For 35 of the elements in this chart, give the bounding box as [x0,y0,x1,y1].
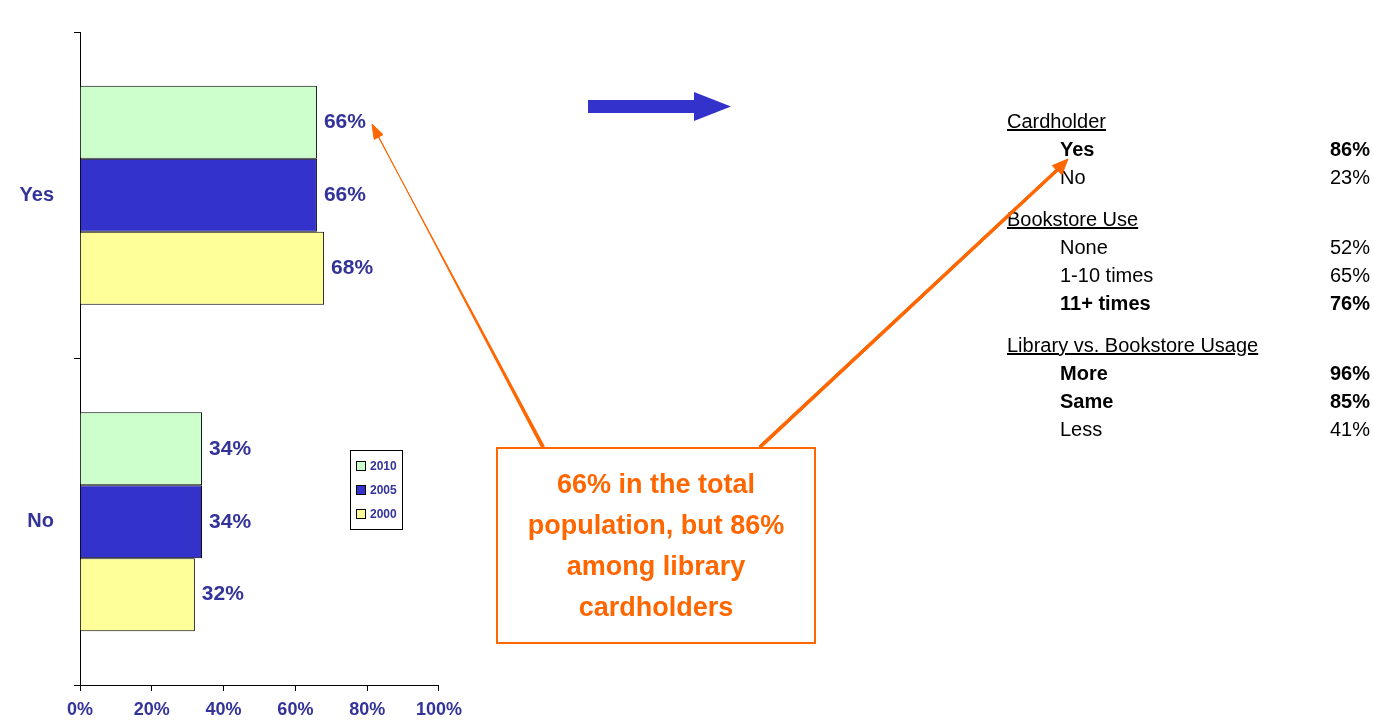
x-tick-label: 0% [66,698,94,719]
x-tick-label: 100% [415,698,462,719]
text: Less [1060,417,1103,441]
data-label: 34% [209,435,252,459]
x-tick-label: 40% [205,698,242,719]
text: Library vs. Bookstore Usage [1007,333,1259,357]
legend-label: 2010 [370,459,397,473]
text: 96% [1329,361,1370,385]
text: Same [1060,389,1114,413]
data-label: 34% [209,508,252,532]
legend-label: 2005 [370,483,397,497]
data-label: 32% [201,581,245,605]
text: Yes [1060,137,1095,161]
text: Cardholder [1007,109,1106,133]
text: Bookstore Use [1007,207,1139,231]
text: 66% in the total population, but 86% among library cardholders [496,447,816,644]
x-tick-label: 80% [349,698,386,719]
text: 23% [1329,165,1370,189]
text: No [1060,165,1086,189]
text: 85% [1329,389,1370,413]
data-label: 66% [323,182,367,206]
text: 1-10 times [1060,263,1154,287]
text: 52% [1329,235,1370,259]
data-label: 66% [323,109,367,133]
x-tick-label: 60% [277,698,314,719]
legend-label: 2000 [370,507,397,521]
text: 41% [1329,417,1370,441]
text: 76% [1329,291,1370,315]
data-label: 68% [331,254,374,278]
text: 65% [1329,263,1370,287]
text: None [1060,235,1108,259]
text: 11+ times [1060,291,1151,315]
text: 86% [1329,137,1370,161]
x-tick-label: 20% [133,698,170,719]
text: More [1060,361,1108,385]
